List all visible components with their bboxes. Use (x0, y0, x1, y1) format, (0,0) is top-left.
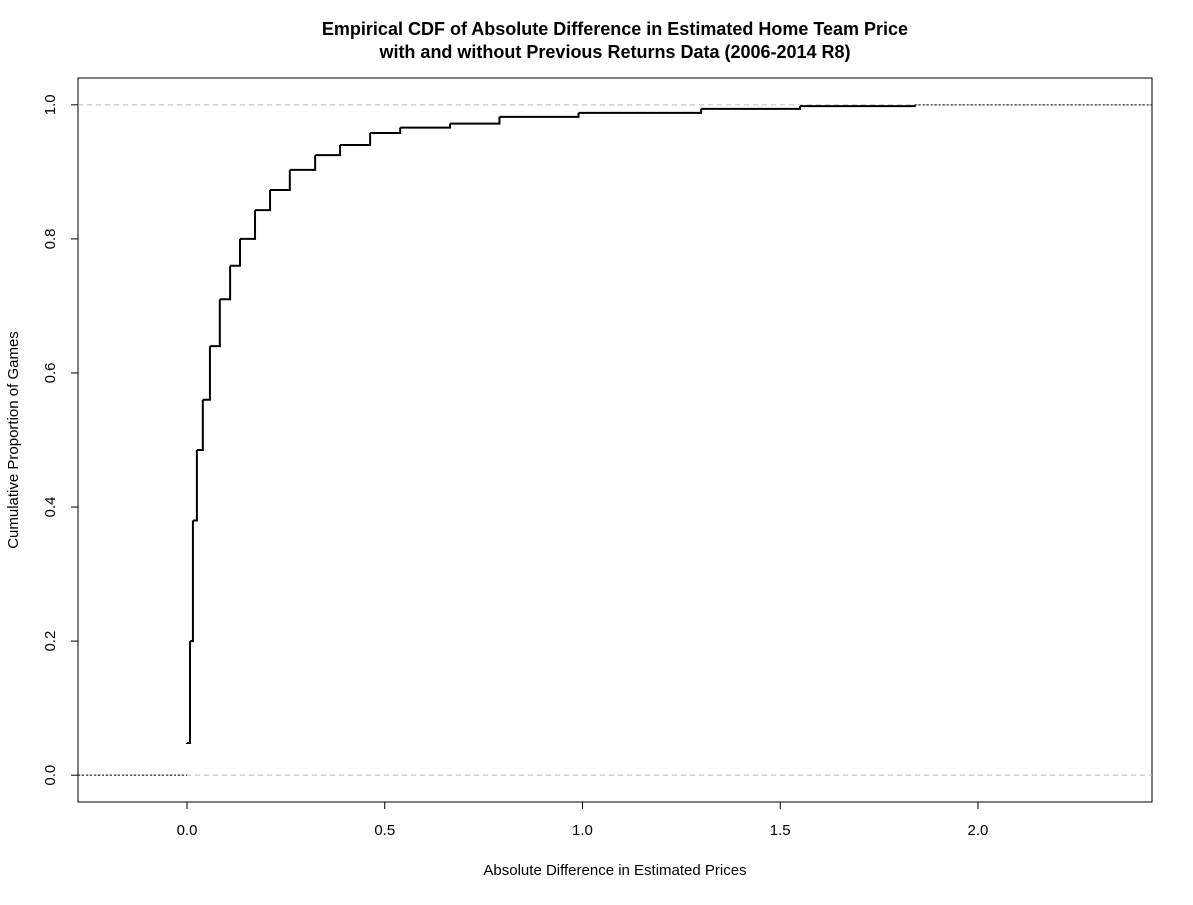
ecdf-step (400, 123, 451, 129)
x-tick-label: 0.0 (177, 822, 198, 839)
y-tick-label: 0.8 (42, 228, 59, 249)
ecdf-step (800, 104, 916, 108)
ecdf-step (196, 399, 204, 452)
ecdf-step (499, 112, 580, 118)
ecdf-step (701, 106, 802, 110)
ecdf-step (270, 169, 291, 191)
y-tick-label: 1.0 (42, 94, 59, 115)
ecdf-step (186, 641, 192, 745)
ecdf-step (340, 132, 372, 147)
ecdf-step (289, 155, 317, 171)
ecdf-step (202, 346, 211, 401)
x-tick-label: 1.5 (770, 822, 791, 839)
chart-title: with and without Previous Returns Data (… (378, 42, 850, 62)
y-axis-label: Cumulative Proportion of Games (5, 331, 22, 549)
x-axis-label: Absolute Difference in Estimated Prices (483, 862, 746, 879)
y-tick-label: 0.2 (42, 631, 59, 652)
ecdf-step (239, 210, 257, 240)
y-tick-label: 0.6 (42, 363, 59, 384)
ecdf-step (192, 450, 198, 522)
x-tick-label: 1.0 (572, 822, 593, 839)
chart-title: Empirical CDF of Absolute Difference in … (322, 19, 908, 39)
y-tick-label: 0.0 (42, 765, 59, 786)
ecdf-step (315, 145, 342, 157)
ecdf-step (450, 116, 501, 125)
ecdf-step (190, 520, 194, 643)
ecdf-step (255, 189, 272, 212)
y-tick-label: 0.4 (42, 497, 59, 518)
ecdf-step (370, 127, 402, 134)
ecdf-step (230, 238, 241, 267)
ecdf-step (578, 108, 703, 114)
ecdf-step (209, 299, 221, 348)
x-tick-label: 2.0 (968, 822, 989, 839)
ecdf-step (219, 265, 232, 301)
x-tick-label: 0.5 (374, 822, 395, 839)
